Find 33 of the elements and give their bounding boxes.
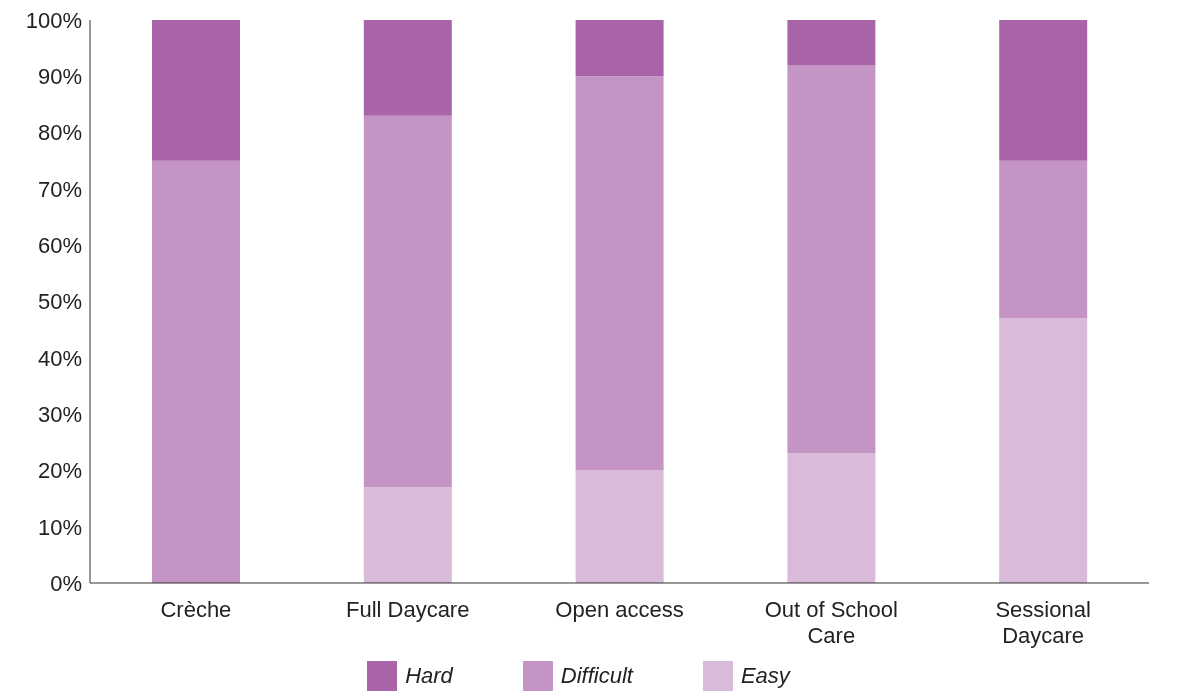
bar (999, 318, 1088, 583)
legend-label: Hard (405, 663, 453, 689)
bar (575, 76, 664, 471)
bar (575, 470, 664, 583)
bar (787, 65, 876, 454)
bar (787, 20, 876, 66)
y-tick-label: 0% (50, 570, 82, 596)
y-tick-label: 50% (37, 289, 82, 315)
x-tick-label: Sessional Daycare (995, 597, 1091, 648)
legend-label: Easy (740, 663, 790, 689)
y-tick-label: 10% (37, 514, 82, 540)
bar (152, 20, 240, 161)
bar (363, 487, 452, 583)
x-tick-label: Full Daycare (345, 597, 470, 622)
y-tick-label: 30% (37, 401, 82, 427)
x-tick-label: Out of School Care (764, 597, 898, 648)
bar (999, 160, 1088, 319)
x-tick-label: Crèche (160, 597, 232, 622)
bar (787, 453, 876, 583)
y-tick-label: 40% (37, 345, 82, 371)
y-tick-label: 60% (37, 233, 82, 259)
bar (575, 20, 664, 77)
y-tick-label: 100% (25, 7, 82, 33)
y-tick-label: 70% (37, 176, 82, 202)
y-tick-label: 80% (37, 120, 82, 146)
x-tick-label: Open access (555, 597, 684, 622)
y-tick-label: 90% (37, 64, 82, 90)
y-tick-label: 20% (37, 458, 82, 484)
bar (999, 20, 1088, 161)
bar (363, 20, 452, 116)
bar (363, 115, 452, 488)
legend-label: Difficult (560, 663, 633, 689)
bar (152, 160, 240, 583)
